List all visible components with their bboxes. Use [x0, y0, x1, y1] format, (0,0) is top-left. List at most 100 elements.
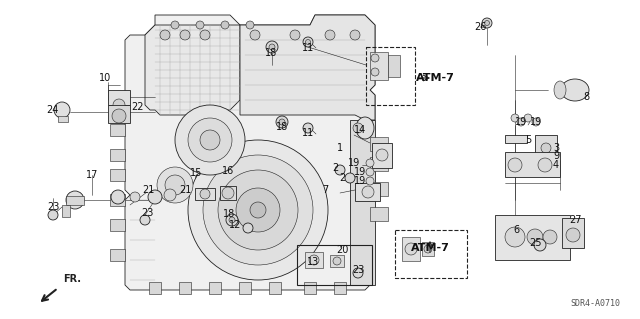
Text: 21: 21: [179, 185, 191, 195]
Text: 8: 8: [583, 92, 589, 102]
Circle shape: [532, 118, 540, 126]
Bar: [370, 137, 388, 151]
Polygon shape: [350, 120, 375, 285]
Circle shape: [405, 243, 417, 255]
Circle shape: [243, 223, 253, 233]
Circle shape: [527, 229, 543, 245]
Text: 25: 25: [530, 238, 542, 248]
Circle shape: [424, 245, 432, 253]
Circle shape: [353, 268, 363, 278]
Text: 18: 18: [223, 209, 235, 219]
Circle shape: [229, 217, 235, 223]
Circle shape: [534, 239, 546, 251]
Circle shape: [221, 21, 229, 29]
Text: 11: 11: [302, 128, 314, 138]
Circle shape: [524, 114, 532, 122]
Text: 1: 1: [337, 143, 343, 153]
Text: 4: 4: [553, 160, 559, 170]
Circle shape: [188, 140, 328, 280]
Circle shape: [111, 190, 125, 204]
Text: 2: 2: [339, 173, 345, 183]
Bar: [110, 249, 125, 261]
Circle shape: [140, 215, 150, 225]
Polygon shape: [125, 15, 375, 290]
Circle shape: [305, 40, 310, 44]
Text: 19: 19: [354, 176, 366, 186]
Ellipse shape: [561, 79, 589, 101]
Circle shape: [148, 190, 162, 204]
Circle shape: [160, 30, 170, 40]
Circle shape: [54, 102, 70, 118]
Circle shape: [196, 21, 204, 29]
Bar: [209, 282, 221, 294]
Circle shape: [371, 54, 379, 62]
Ellipse shape: [554, 81, 566, 99]
Bar: [535, 135, 557, 160]
Circle shape: [130, 192, 140, 202]
Circle shape: [303, 123, 313, 133]
Bar: [108, 90, 130, 105]
Bar: [110, 219, 125, 231]
Bar: [495, 215, 570, 260]
Bar: [366, 47, 415, 105]
Text: 20: 20: [336, 245, 348, 255]
Bar: [334, 282, 346, 294]
Text: 19: 19: [530, 117, 542, 127]
Text: 11: 11: [302, 43, 314, 53]
Bar: [108, 105, 130, 123]
Circle shape: [353, 123, 363, 133]
Circle shape: [541, 143, 551, 153]
Ellipse shape: [356, 117, 374, 139]
Text: 6: 6: [513, 225, 519, 235]
Bar: [305, 252, 323, 268]
Text: 10: 10: [99, 73, 111, 83]
Bar: [370, 157, 388, 171]
Text: 19: 19: [354, 167, 366, 177]
Circle shape: [200, 30, 210, 40]
Circle shape: [290, 30, 300, 40]
Circle shape: [350, 30, 360, 40]
Circle shape: [508, 158, 522, 172]
Circle shape: [325, 30, 335, 40]
Bar: [505, 152, 560, 177]
Circle shape: [218, 170, 298, 250]
Bar: [395, 230, 467, 278]
Text: 23: 23: [47, 202, 59, 212]
Circle shape: [505, 227, 525, 247]
Circle shape: [333, 257, 341, 265]
Circle shape: [48, 210, 58, 220]
Text: 24: 24: [46, 105, 58, 115]
Circle shape: [157, 167, 193, 203]
Bar: [62, 205, 70, 217]
Circle shape: [164, 189, 176, 201]
Circle shape: [309, 255, 319, 265]
Circle shape: [371, 68, 379, 76]
Circle shape: [236, 188, 280, 232]
Circle shape: [266, 41, 278, 53]
Text: 27: 27: [569, 215, 581, 225]
Circle shape: [366, 159, 374, 167]
Bar: [562, 218, 584, 248]
Bar: [505, 135, 527, 143]
Bar: [304, 282, 316, 294]
Circle shape: [303, 37, 313, 47]
Text: 19: 19: [515, 117, 527, 127]
Bar: [355, 183, 380, 201]
Bar: [149, 282, 161, 294]
Bar: [179, 282, 191, 294]
Bar: [388, 55, 400, 77]
Text: 23: 23: [352, 265, 364, 275]
Bar: [330, 255, 344, 267]
Text: 16: 16: [222, 166, 234, 176]
Circle shape: [250, 202, 266, 218]
Text: 13: 13: [307, 257, 319, 267]
Circle shape: [222, 187, 234, 199]
Text: 18: 18: [276, 122, 288, 132]
Text: 15: 15: [190, 168, 202, 178]
Circle shape: [66, 191, 84, 209]
Circle shape: [165, 175, 185, 195]
Circle shape: [112, 109, 126, 123]
Circle shape: [279, 119, 285, 125]
Bar: [195, 188, 215, 200]
Circle shape: [482, 18, 492, 28]
